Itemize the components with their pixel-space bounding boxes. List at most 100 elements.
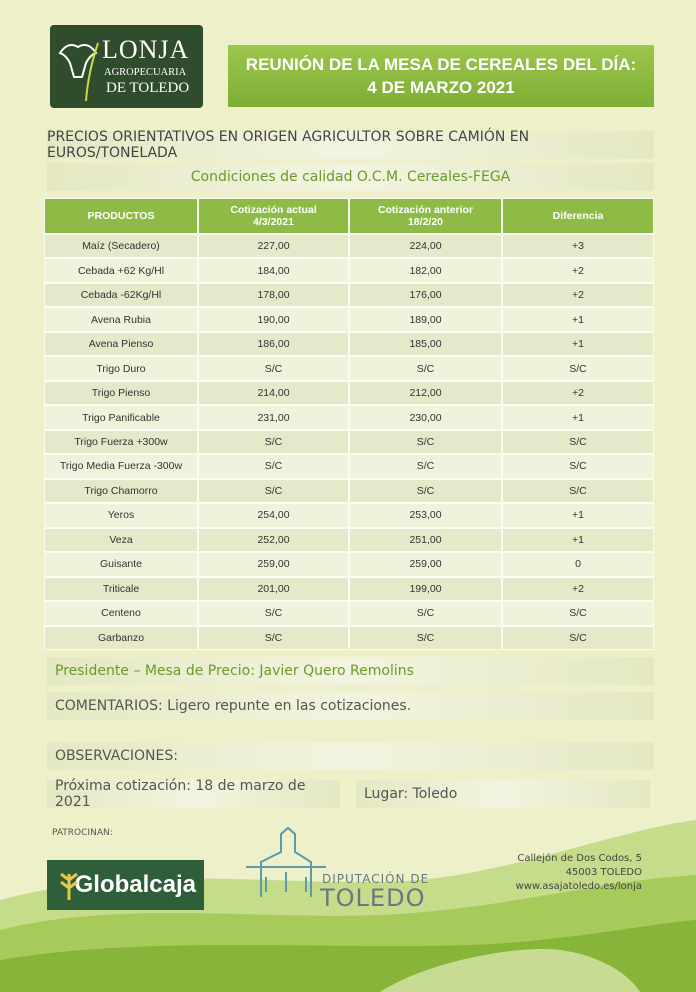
price-cell: +3: [502, 234, 654, 259]
product-cell: Trigo Fuerza +300w: [44, 429, 198, 455]
price-cell: 212,00: [349, 380, 502, 406]
price-cell: 0: [502, 552, 654, 577]
price-cell: S/C: [349, 601, 502, 626]
comments: COMENTARIOS: Ligero repunte en las cotiz…: [47, 692, 654, 720]
price-cell: 251,00: [349, 527, 502, 553]
logo-icon: [58, 42, 99, 102]
logo: LONJA AGROPECUARIA DE TOLEDO: [50, 25, 203, 108]
price-cell: 189,00: [349, 307, 502, 332]
price-cell: +2: [502, 576, 654, 602]
price-cell: S/C: [198, 454, 349, 479]
price-cell: S/C: [198, 429, 349, 455]
address-line: 45003 TOLEDO: [565, 867, 642, 878]
price-cell: S/C: [349, 454, 502, 479]
price-cell: 259,00: [198, 552, 349, 577]
price-cell: 231,00: [198, 405, 349, 430]
header-cell: Diferencia: [502, 198, 654, 234]
product-cell: Avena Pienso: [44, 331, 198, 357]
next-quote: Próxima cotización: 18 de marzo de 2021: [47, 778, 340, 810]
product-cell: Trigo Media Fuerza -300w: [44, 454, 198, 479]
price-cell: S/C: [502, 429, 654, 455]
product-cell: Cebada +62 Kg/Hl: [44, 258, 198, 283]
price-cell: S/C: [349, 478, 502, 504]
price-cell: 185,00: [349, 331, 502, 357]
address-line: www.asajatoledo.es/lonja: [515, 881, 642, 892]
product-cell: Centeno: [44, 601, 198, 626]
place: Lugar: Toledo: [356, 780, 650, 808]
price-cell: 199,00: [349, 576, 502, 602]
header-cell: Cotización anterior 18/2/20: [349, 198, 502, 234]
price-cell: 252,00: [198, 527, 349, 553]
product-cell: Veza: [44, 527, 198, 553]
price-cell: +2: [502, 258, 654, 283]
price-cell: S/C: [349, 625, 502, 650]
price-cell: +2: [502, 282, 654, 308]
wheat-icon: [60, 872, 78, 900]
header-label: PRODUCTOS: [87, 210, 155, 222]
price-cell: S/C: [198, 356, 349, 381]
diputacion-line2: TOLEDO: [320, 884, 426, 912]
product-cell: Trigo Duro: [44, 356, 198, 381]
address: Callejón de Dos Codos, 5 45003 TOLEDO ww…: [516, 852, 642, 894]
logo-subtitle: AGROPECUARIA: [104, 67, 187, 78]
price-cell: S/C: [502, 478, 654, 504]
price-cell: S/C: [502, 356, 654, 381]
diputacion-emblem: [246, 826, 326, 897]
logo-subtitle: DE TOLEDO: [106, 80, 190, 96]
product-cell: Triticale: [44, 576, 198, 602]
price-cell: 201,00: [198, 576, 349, 602]
header-label: Diferencia: [552, 210, 604, 222]
price-table: PRODUCTOS Cotización actual 4/3/2021 Cotiza…: [44, 198, 654, 650]
price-cell: +1: [502, 331, 654, 357]
price-cell: S/C: [502, 601, 654, 626]
price-cell: S/C: [198, 478, 349, 504]
conditions: Condiciones de calidad O.C.M. Cereales-F…: [47, 163, 654, 191]
product-cell: Garbanzo: [44, 625, 198, 650]
price-cell: S/C: [198, 625, 349, 650]
product-cell: Maíz (Secadero): [44, 234, 198, 259]
header-date: 18/2/20: [407, 216, 444, 228]
header-cell: PRODUCTOS: [44, 198, 198, 234]
price-cell: +2: [502, 380, 654, 406]
logo-title: LONJA: [102, 35, 190, 64]
price-cell: 184,00: [198, 258, 349, 283]
price-cell: 227,00: [198, 234, 349, 259]
price-cell: S/C: [198, 601, 349, 626]
price-cell: S/C: [502, 454, 654, 479]
price-cell: S/C: [349, 356, 502, 381]
price-cell: +1: [502, 503, 654, 528]
sponsors-label: PATROCINAN:: [52, 828, 113, 838]
price-cell: 178,00: [198, 282, 349, 308]
price-cell: +1: [502, 405, 654, 430]
header-date: 4/3/2021: [253, 216, 294, 228]
sponsor-name: Globalcaja: [74, 871, 196, 898]
product-cell: Cebada -62Kg/Hl: [44, 282, 198, 308]
page-title: REUNIÓN DE LA MESA DE CEREALES DEL DÍA: …: [228, 45, 654, 107]
price-cell: S/C: [349, 429, 502, 455]
president: Presidente – Mesa de Precio: Javier Quer…: [47, 657, 654, 685]
header-label: Cotización anterior: [377, 204, 474, 216]
price-cell: 230,00: [349, 405, 502, 430]
price-cell: 186,00: [198, 331, 349, 357]
price-cell: 224,00: [349, 234, 502, 259]
sponsor-logo: Globalcaja: [47, 860, 204, 910]
price-cell: +1: [502, 307, 654, 332]
product-cell: Guisante: [44, 552, 198, 577]
product-cell: Yeros: [44, 503, 198, 528]
product-cell: Trigo Panificable: [44, 405, 198, 430]
header-label: Cotización actual: [230, 204, 317, 216]
price-cell: +1: [502, 527, 654, 553]
price-cell: 182,00: [349, 258, 502, 283]
product-cell: Trigo Chamorro: [44, 478, 198, 504]
subtitle: PRECIOS ORIENTATIVOS EN ORIGEN AGRICULTO…: [47, 129, 654, 161]
product-cell: Avena Rubia: [44, 307, 198, 332]
price-cell: 253,00: [349, 503, 502, 528]
observations: OBSERVACIONES:: [47, 742, 654, 770]
header-cell: Cotización actual 4/3/2021: [198, 198, 349, 234]
price-cell: 254,00: [198, 503, 349, 528]
price-cell: 214,00: [198, 380, 349, 406]
address-line: Callejón de Dos Codos, 5: [517, 853, 642, 864]
price-cell: S/C: [502, 625, 654, 650]
